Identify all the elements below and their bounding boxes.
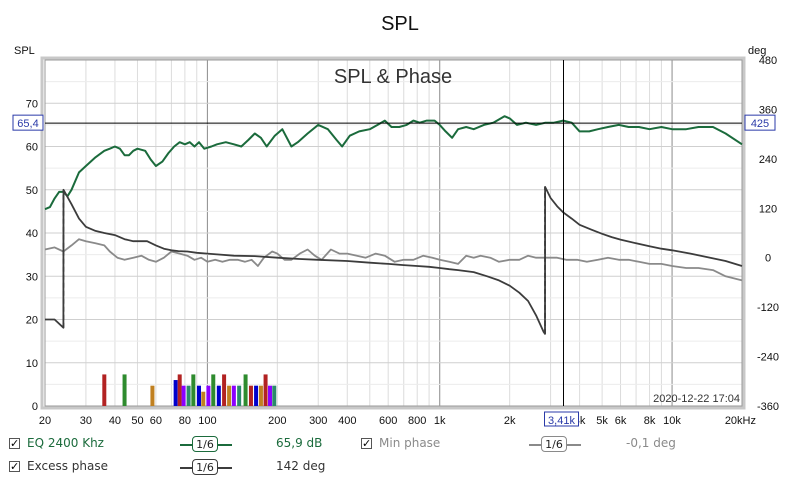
x-tick-label: 5k xyxy=(596,415,608,427)
filter-bar xyxy=(258,385,263,406)
cursor-x-readout-box xyxy=(544,411,580,427)
filter-bar xyxy=(272,385,277,406)
x-tick-label: 400 xyxy=(338,415,356,427)
min-phase-smoothing-value: 1/6 xyxy=(541,436,567,452)
cursor-x-readout: 3,41k xyxy=(548,415,575,427)
excess-phase-value: 142 deg xyxy=(276,459,326,473)
filter-bar xyxy=(206,385,211,406)
x-tick-label: 600 xyxy=(379,415,397,427)
y-right-tick-label: 240 xyxy=(759,154,777,166)
series-line-eq-2400-khz xyxy=(44,115,743,211)
filter-bar xyxy=(268,385,273,406)
filter-bars xyxy=(102,374,277,406)
series-layer xyxy=(44,115,743,335)
x-tick-label: 30 xyxy=(80,415,92,427)
x-tick-label: 60 xyxy=(150,415,162,427)
grid xyxy=(44,59,743,407)
y-left-tick-label: 10 xyxy=(26,358,38,370)
x-tick-label: 40 xyxy=(109,415,121,427)
eq-smoothing-value: 1/6 xyxy=(192,436,218,452)
filter-bar xyxy=(237,385,242,406)
eq-label: EQ 2400 Khz xyxy=(27,436,104,450)
x-tick-label: 20kHz xyxy=(725,415,756,427)
y-left-tick-label: 70 xyxy=(26,98,38,110)
filter-bar xyxy=(191,374,196,406)
eq-checkbox[interactable]: ✓ xyxy=(9,437,20,450)
filter-bar xyxy=(186,385,191,406)
min-phase-value: -0,1 deg xyxy=(626,436,676,450)
window-title: SPL xyxy=(381,13,419,35)
filter-bar xyxy=(173,380,178,406)
filter-bar xyxy=(196,385,201,406)
x-tick-label: 200 xyxy=(268,415,286,427)
filter-bar xyxy=(211,374,216,406)
series-line-min-phase xyxy=(44,238,743,282)
filter-bar xyxy=(243,374,248,406)
x-tick-label: 100 xyxy=(198,415,216,427)
cursor-y-readout-box xyxy=(12,114,44,131)
y-left-tick-label: 20 xyxy=(26,315,38,327)
filter-bar xyxy=(222,374,227,406)
y-right-tick-label: -120 xyxy=(757,302,779,314)
filter-bar xyxy=(254,385,259,406)
min-phase-checkbox[interactable]: ✓ xyxy=(361,437,372,450)
x-tick-label: 2k xyxy=(504,415,516,427)
y-right-tick-label: 120 xyxy=(759,203,777,215)
right-axis-label: deg xyxy=(748,45,766,57)
filter-bar xyxy=(231,385,236,406)
y-right-tick-label: -360 xyxy=(757,401,779,413)
axis-ticks: 20 30 40 50 60 80 100 200 300 400 600 800 1k 2k 4k 5k 6k… xyxy=(26,55,779,427)
plot-border-outer xyxy=(40,56,746,410)
filter-bar xyxy=(177,374,182,406)
x-tick-label: 800 xyxy=(408,415,426,427)
y-right-tick-label: 360 xyxy=(759,104,777,116)
plot-border-inner xyxy=(44,59,743,407)
chart-title: SPL & Phase xyxy=(334,66,452,88)
legend-row-2: ✓ Excess phase 1/6 142 deg xyxy=(0,457,800,479)
timestamp: 2020-12-22 17:04 xyxy=(653,393,740,405)
min-phase-label: Min phase xyxy=(379,436,441,450)
filter-bar xyxy=(150,385,155,406)
x-tick-label: 50 xyxy=(131,415,143,427)
y-right-tick-label: 480 xyxy=(759,55,777,67)
filter-bar xyxy=(201,391,206,406)
x-tick-label: 6k xyxy=(615,415,627,427)
y-left-tick-label: 0 xyxy=(32,401,38,413)
eq-value: 65,9 dB xyxy=(276,436,323,450)
filter-bar xyxy=(102,374,107,406)
x-tick-label: 8k xyxy=(644,415,656,427)
left-axis-label: SPL xyxy=(14,45,35,57)
y-left-tick-label: 40 xyxy=(26,228,38,240)
y-left-tick-label: 30 xyxy=(26,271,38,283)
spl-chart[interactable]: SPL SPL deg 65,4 425 20 30 40 50 60 80 100 200 30… xyxy=(0,0,800,436)
cursor-right-readout-box xyxy=(744,114,776,131)
filter-bar xyxy=(216,385,221,406)
excess-phase-smoothing-value: 1/6 xyxy=(192,459,218,475)
y-right-tick-label: -240 xyxy=(757,352,779,364)
y-left-tick-label: 50 xyxy=(26,185,38,197)
cursor-y-readout: 65,4 xyxy=(17,118,38,130)
cursor[interactable]: 65,4 425 xyxy=(12,60,776,406)
x-tick-label: 1k xyxy=(434,415,446,427)
excess-phase-label: Excess phase xyxy=(27,459,108,473)
legend-row-1: ✓ EQ 2400 Khz 1/6 65,9 dB ✓ Min phase 1/… xyxy=(0,434,800,456)
x-tick-label: 20 xyxy=(39,415,51,427)
filter-bar xyxy=(181,385,186,406)
x-tick-label: 300 xyxy=(309,415,327,427)
y-left-tick-label: 60 xyxy=(26,142,38,154)
filter-bar xyxy=(122,374,127,406)
filter-bar xyxy=(263,374,268,406)
x-tick-label: 80 xyxy=(179,415,191,427)
excess-phase-checkbox[interactable]: ✓ xyxy=(9,460,20,473)
filter-bar xyxy=(227,385,232,406)
y-right-tick-label: 0 xyxy=(765,253,771,265)
x-tick-label: 10k xyxy=(663,415,681,427)
series-line-excess-phase xyxy=(45,186,743,335)
cursor-right-readout: 425 xyxy=(751,118,769,130)
filter-bar xyxy=(248,385,253,406)
